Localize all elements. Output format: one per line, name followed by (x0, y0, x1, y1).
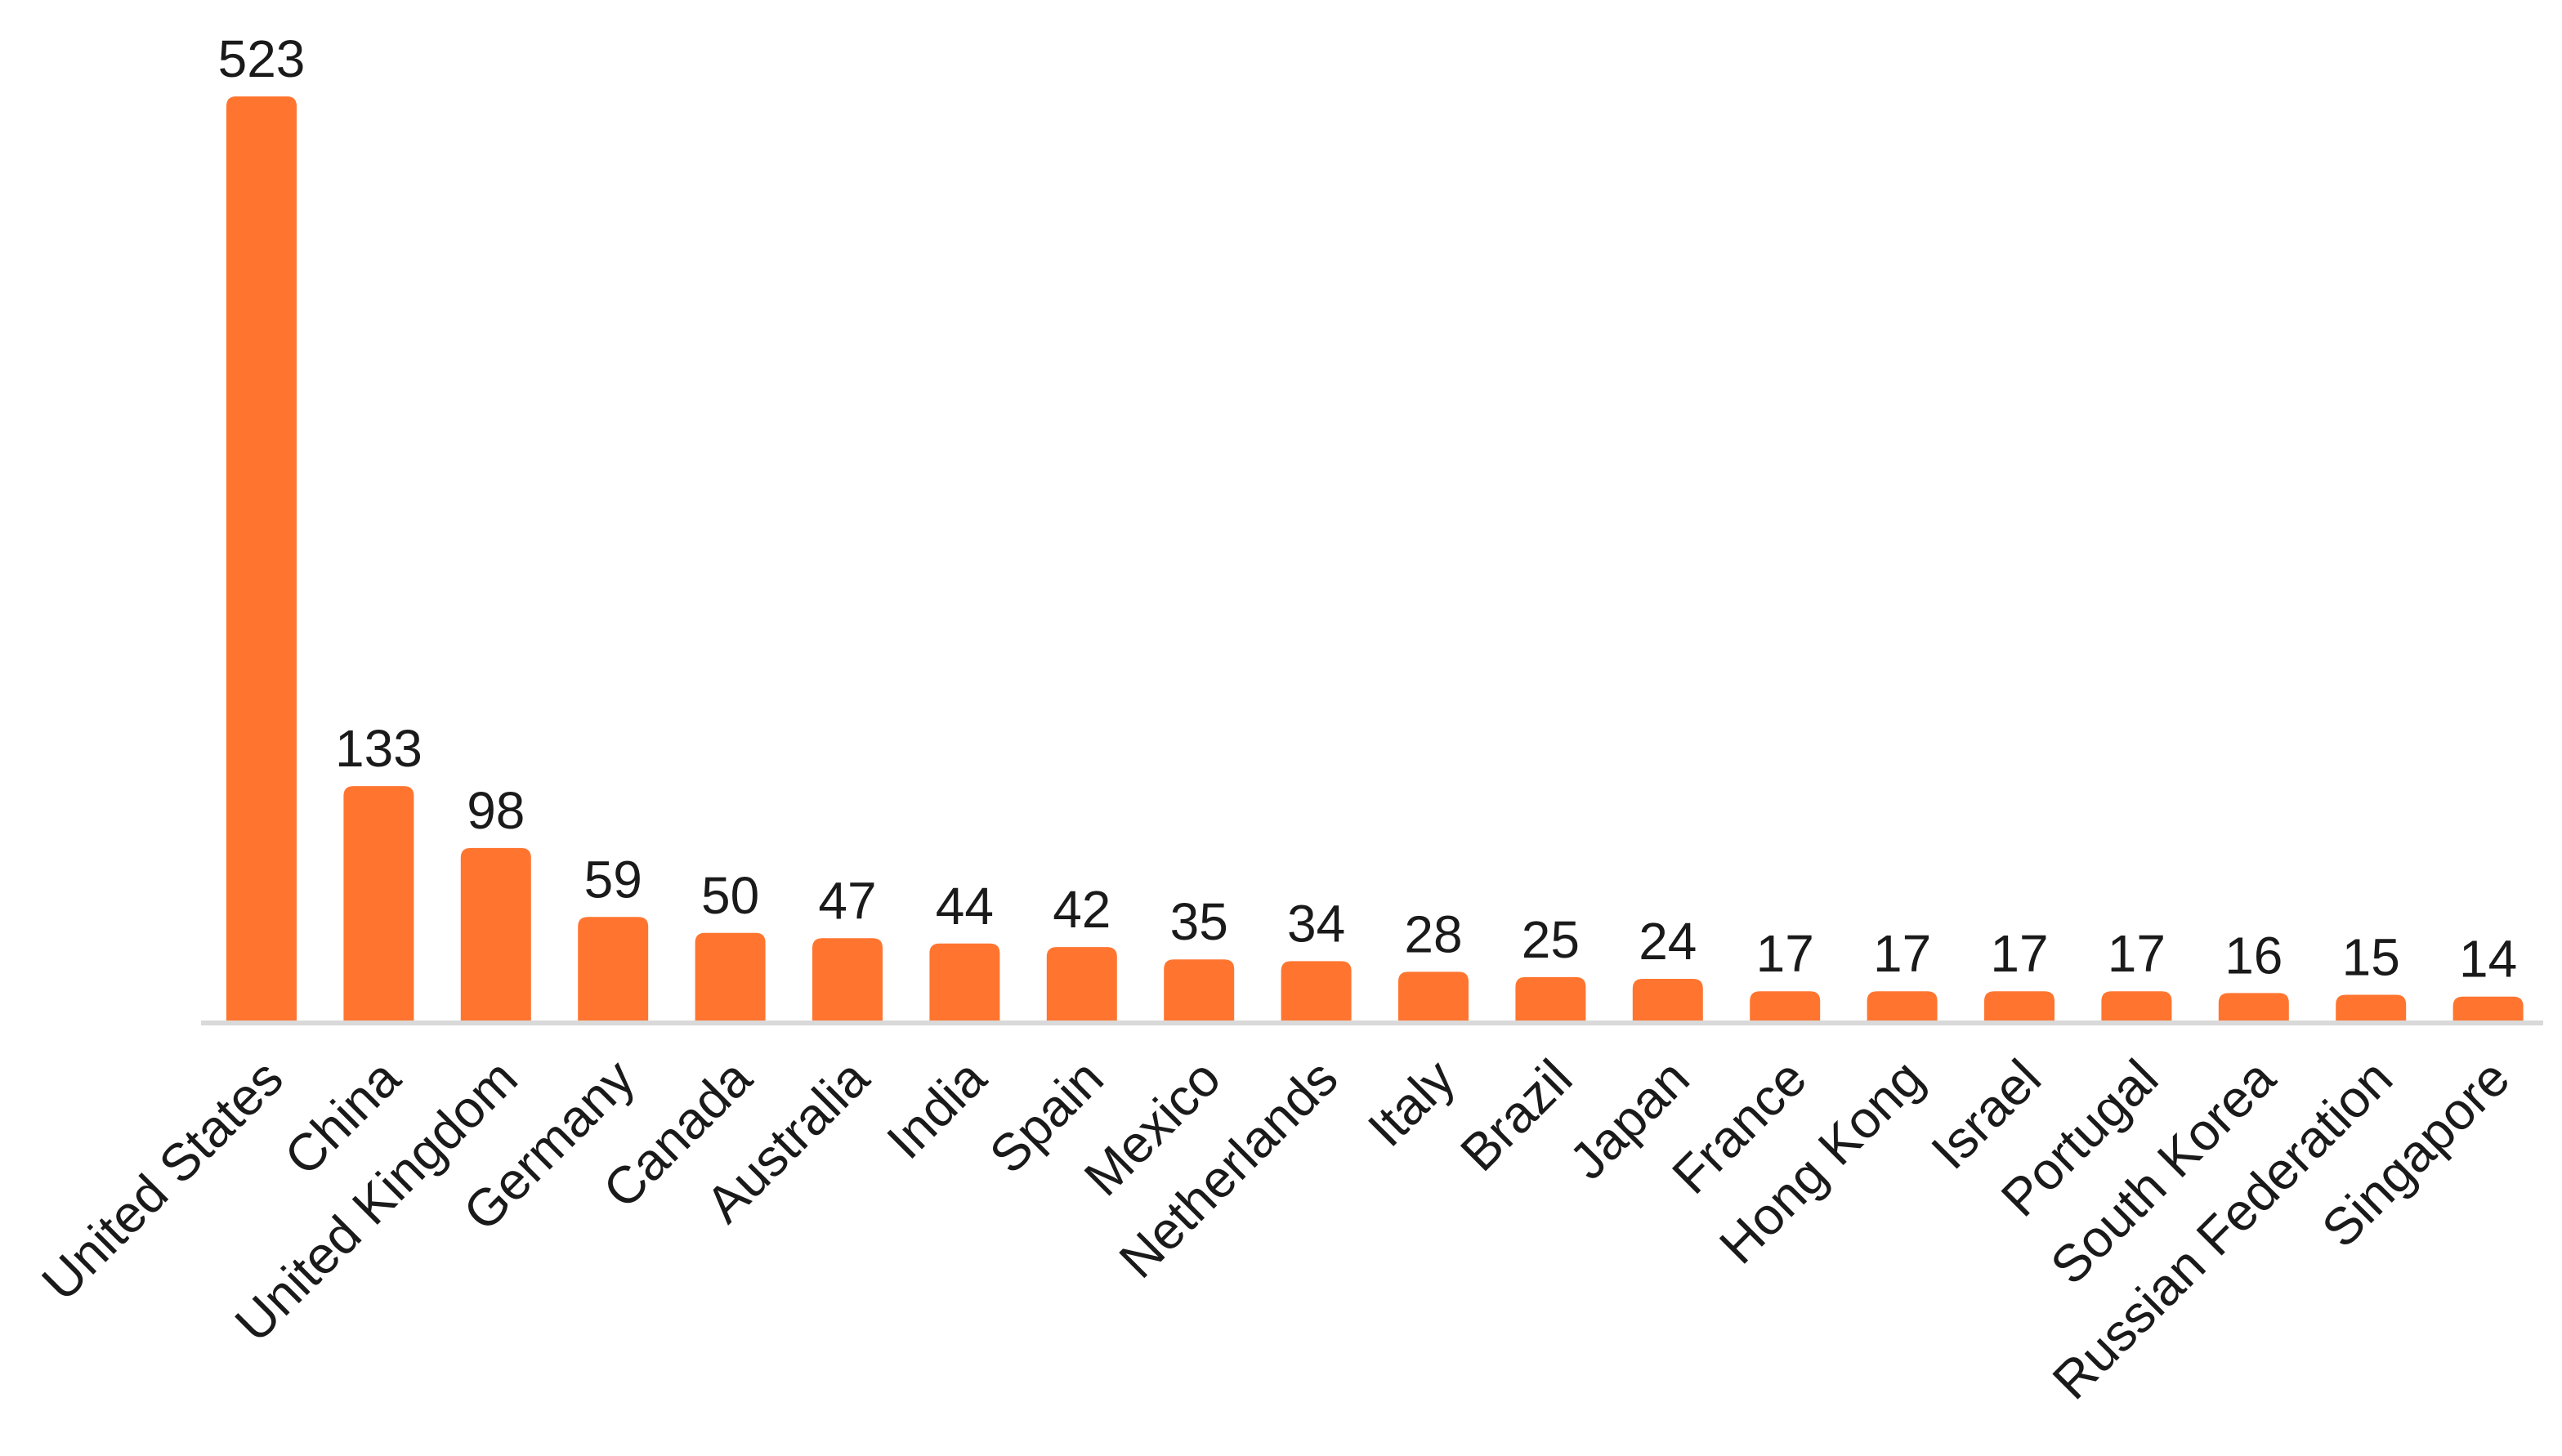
bar-portugal (2101, 991, 2172, 1021)
value-label-spain: 42 (1053, 880, 1111, 939)
bars-group (226, 96, 2524, 1021)
bar-france (1750, 991, 1821, 1021)
value-label-china: 133 (335, 719, 423, 778)
bar-china (343, 786, 414, 1021)
bar-singapore (2452, 996, 2524, 1021)
value-label-japan: 24 (1639, 912, 1697, 971)
bar-united-states (226, 96, 297, 1021)
bar-canada (695, 932, 766, 1021)
value-label-portugal: 17 (2108, 924, 2166, 983)
bar-brazil (1515, 976, 1586, 1021)
bar-japan (1632, 979, 1703, 1021)
value-label-south-korea: 16 (2224, 926, 2283, 985)
bar-italy (1398, 971, 1469, 1021)
value-label-france: 17 (1756, 924, 1814, 983)
category-label-brazil: Brazil (1449, 1048, 1583, 1182)
bar-germany (578, 917, 649, 1021)
value-label-mexico: 35 (1170, 892, 1228, 951)
bar-israel (1984, 991, 2055, 1021)
value-label-brazil: 25 (1522, 910, 1580, 969)
value-label-italy: 28 (1404, 904, 1462, 963)
bar-south-korea (2218, 993, 2289, 1021)
bar-russian-federation (2336, 994, 2407, 1021)
value-label-singapore: 14 (2459, 930, 2517, 989)
bar-mexico (1164, 959, 1235, 1021)
value-label-australia: 47 (818, 871, 876, 930)
value-labels-group: 523 133 98 59 50 47 44 42 35 34 28 25 24 17 17 17 17 16 15… (218, 29, 2518, 989)
value-label-russian-federation: 15 (2342, 928, 2400, 987)
value-label-hong-kong: 17 (1873, 924, 1931, 983)
value-label-india: 44 (936, 877, 994, 936)
bar-hong-kong (1867, 991, 1938, 1021)
category-label-india: India (875, 1048, 997, 1170)
bar-united-kingdom (460, 847, 531, 1021)
bar-netherlands (1281, 961, 1352, 1021)
bar-spain (1046, 947, 1117, 1021)
bar-australia (812, 938, 883, 1021)
value-label-netherlands: 34 (1287, 894, 1345, 953)
value-label-united-states: 523 (218, 29, 306, 88)
value-label-canada: 50 (701, 866, 759, 925)
value-label-united-kingdom: 98 (467, 781, 525, 840)
value-label-israel: 17 (1990, 924, 2048, 983)
bar-india (929, 943, 1000, 1021)
category-label-united-states: United States (30, 1048, 294, 1312)
value-label-germany: 59 (584, 850, 642, 909)
